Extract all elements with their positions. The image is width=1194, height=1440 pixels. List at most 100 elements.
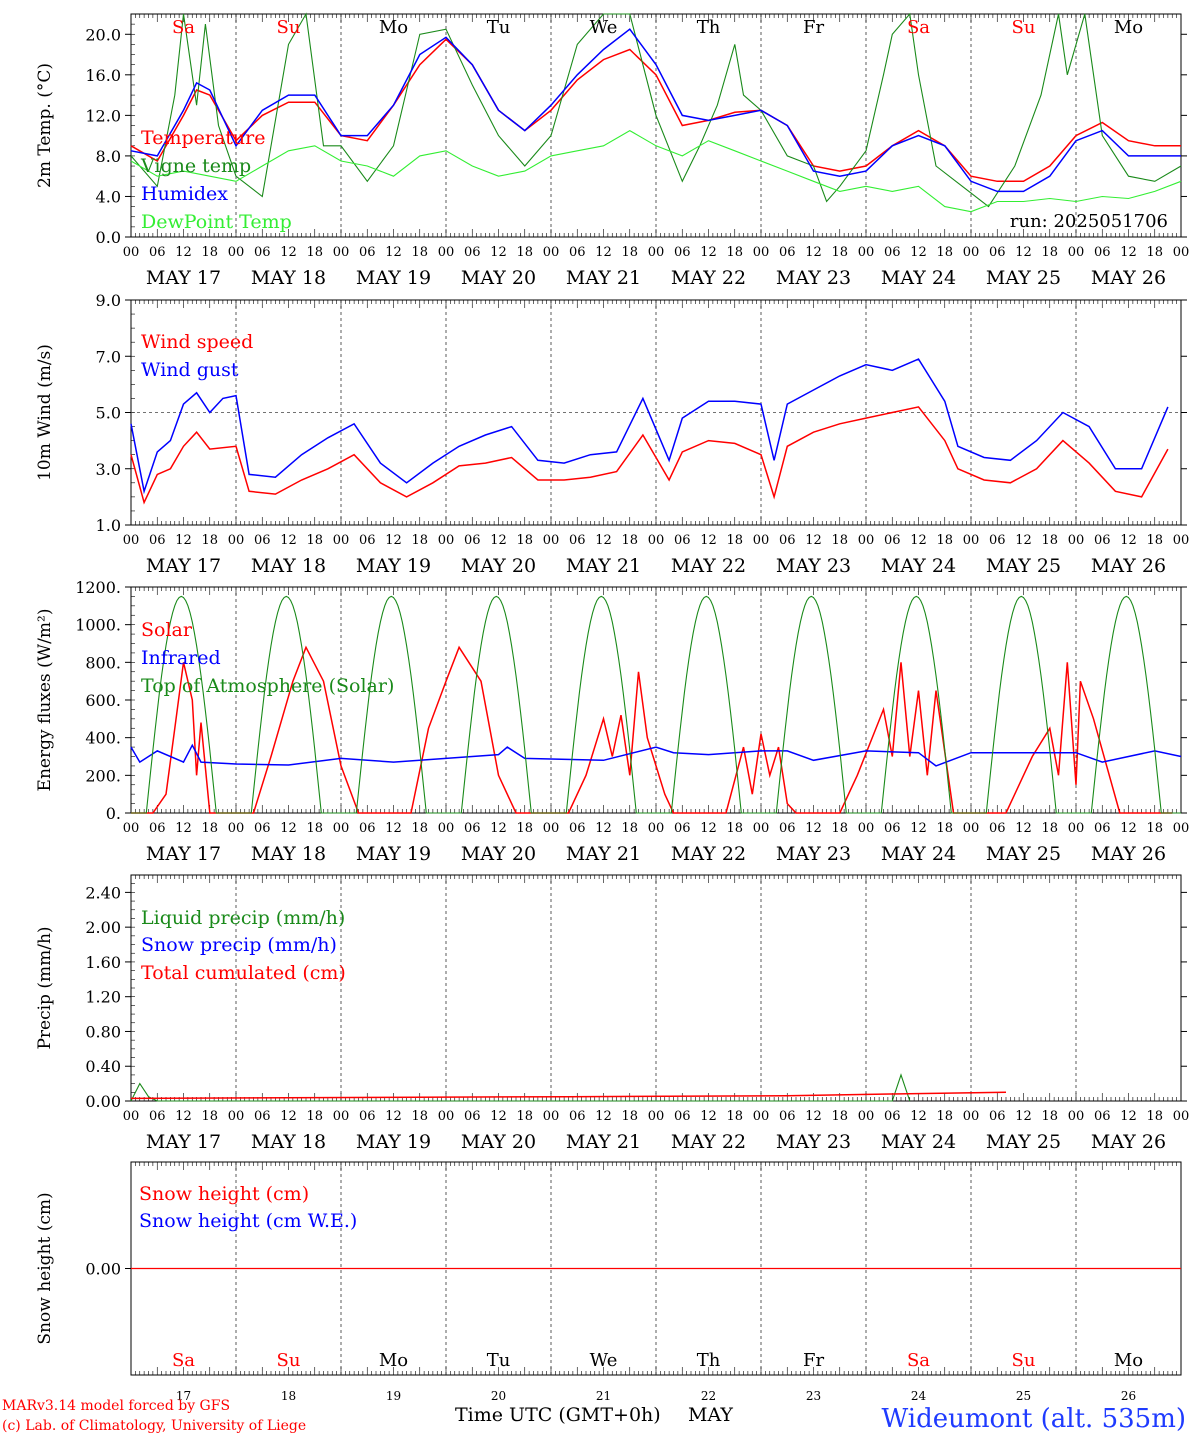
weekday-label: Tu — [487, 17, 511, 38]
date-label: MAY 26 — [1091, 843, 1166, 865]
hour-tick-label: 06 — [359, 1109, 376, 1124]
legend-entry: Wind gust — [141, 359, 239, 381]
weekday-label: Sa — [172, 17, 195, 38]
series-line — [130, 12, 1182, 208]
hour-tick-label: 12 — [280, 821, 297, 836]
hour-tick-label: 00 — [1173, 1109, 1190, 1124]
hour-tick-label: 00 — [963, 1109, 980, 1124]
hour-tick-label: 00 — [858, 245, 875, 260]
legend-entry: Liquid precip (mm/h) — [141, 907, 345, 929]
hour-tick-label: 00 — [753, 1109, 770, 1124]
date-label: MAY 20 — [461, 1131, 536, 1153]
hour-tick-label: 06 — [569, 533, 586, 548]
series-line — [131, 595, 1181, 814]
series-line — [130, 38, 1181, 183]
weekday-label: Mo — [1114, 17, 1143, 38]
date-label: MAY 22 — [671, 843, 746, 865]
hour-tick-label: 00 — [1173, 821, 1190, 836]
date-label: MAY 26 — [1091, 1131, 1166, 1153]
hour-tick-label: 18 — [411, 1109, 428, 1124]
hour-tick-label: 18 — [621, 533, 638, 548]
legend-entry: Humidex — [141, 183, 228, 205]
hour-tick-label: 12 — [1120, 1109, 1137, 1124]
hour-tick-label: 12 — [910, 245, 927, 260]
hour-tick-label: 00 — [1173, 245, 1190, 260]
hour-tick-label: 00 — [333, 821, 350, 836]
day-number-label: 19 — [386, 1389, 401, 1403]
hour-tick-label: 06 — [779, 1109, 796, 1124]
hour-tick-label: 18 — [411, 245, 428, 260]
hour-tick-label: 12 — [280, 245, 297, 260]
legend-entry: Wind speed — [141, 331, 253, 353]
series-line — [130, 1091, 1007, 1100]
run-annotation: run: 2025051706 — [1010, 211, 1168, 232]
weekday-label: Fr — [803, 1350, 824, 1371]
hour-tick-label: 00 — [1173, 533, 1190, 548]
hour-tick-label: 18 — [936, 533, 953, 548]
date-label: MAY 26 — [1091, 267, 1166, 289]
hour-tick-label: 12 — [595, 533, 612, 548]
y-tick-label: 16.0 — [85, 66, 121, 85]
hour-tick-label: 06 — [569, 245, 586, 260]
hour-tick-label: 12 — [490, 533, 507, 548]
date-label: MAY 19 — [356, 555, 431, 577]
series-line — [130, 28, 1181, 193]
hour-tick-label: 12 — [490, 821, 507, 836]
date-label: MAY 23 — [776, 843, 851, 865]
hour-tick-label: 18 — [516, 821, 533, 836]
hour-tick-label: 18 — [831, 1109, 848, 1124]
legend-entry: Solar — [141, 619, 193, 641]
hour-tick-label: 12 — [175, 821, 192, 836]
hour-tick-label: 06 — [674, 533, 691, 548]
series-line — [131, 645, 1173, 814]
weekday-label: Fr — [803, 17, 824, 38]
hour-tick-label: 12 — [490, 1109, 507, 1124]
y-tick-label: 1000. — [75, 616, 121, 635]
date-label: MAY 21 — [566, 555, 641, 577]
hour-tick-label: 12 — [385, 533, 402, 548]
hour-tick-label: 18 — [726, 821, 743, 836]
hour-tick-label: 06 — [149, 533, 166, 548]
hour-tick-label: 06 — [884, 1109, 901, 1124]
hour-tick-label: 06 — [254, 245, 271, 260]
hour-tick-label: 06 — [464, 245, 481, 260]
hour-tick-label: 12 — [595, 245, 612, 260]
series-line — [130, 406, 1169, 505]
legend-entry: Temperature — [141, 127, 265, 149]
hour-tick-label: 00 — [648, 245, 665, 260]
date-label: MAY 19 — [356, 1131, 431, 1153]
hour-tick-label: 06 — [149, 821, 166, 836]
y-tick-label: 1200. — [75, 578, 121, 597]
hour-tick-label: 12 — [175, 245, 192, 260]
hour-tick-label: 06 — [989, 533, 1006, 548]
hour-tick-label: 00 — [1068, 533, 1085, 548]
hour-tick-label: 18 — [201, 245, 218, 260]
hour-tick-label: 18 — [516, 533, 533, 548]
date-label: MAY 23 — [776, 267, 851, 289]
hour-tick-label: 18 — [201, 821, 218, 836]
date-label: MAY 19 — [356, 843, 431, 865]
hour-tick-label: 06 — [674, 245, 691, 260]
hour-tick-label: 12 — [280, 1109, 297, 1124]
hour-tick-label: 00 — [123, 245, 140, 260]
x-axis-month: MAY — [688, 1404, 733, 1426]
day-number-label: 18 — [281, 1389, 296, 1403]
weekday-label: Th — [697, 17, 721, 38]
panel-temp: 2m Temp. (°C) 0.0 4.0 8.0 12.0 16.0 20.0 Temper… — [35, 12, 1190, 289]
day-number-label: 20 — [491, 1389, 506, 1403]
weekday-label: We — [590, 17, 618, 38]
hour-tick-label: 06 — [254, 533, 271, 548]
date-label: MAY 17 — [146, 555, 221, 577]
hour-tick-label: 18 — [936, 821, 953, 836]
hour-tick-label: 06 — [254, 821, 271, 836]
hour-tick-label: 12 — [805, 821, 822, 836]
day-number-label: 21 — [596, 1389, 611, 1403]
y-axis-label: Precip (mm/h) — [35, 926, 55, 1049]
hour-tick-label: 06 — [989, 821, 1006, 836]
hour-tick-label: 12 — [385, 1109, 402, 1124]
hour-tick-label: 12 — [805, 533, 822, 548]
day-number-label: 26 — [1121, 1389, 1136, 1403]
hour-tick-label: 06 — [464, 1109, 481, 1124]
date-label: MAY 22 — [671, 267, 746, 289]
